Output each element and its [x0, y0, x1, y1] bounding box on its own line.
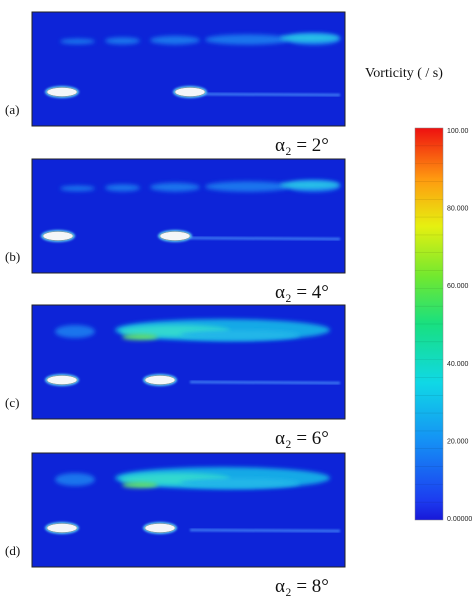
trail	[189, 236, 341, 241]
wake	[55, 325, 95, 338]
airfoil	[144, 375, 176, 385]
airfoil	[46, 87, 78, 97]
airfoil	[144, 523, 176, 533]
panel-caption: α₂ = 2°	[275, 135, 329, 156]
airfoil	[46, 523, 78, 533]
wake-core	[180, 478, 300, 488]
wake	[60, 185, 95, 192]
airfoil	[46, 375, 78, 385]
panel	[31, 452, 346, 568]
airfoil	[174, 87, 206, 97]
panel-caption: α₂ = 8°	[275, 576, 329, 597]
airfoil	[42, 231, 74, 241]
wake	[150, 182, 200, 192]
panel-background	[31, 11, 346, 127]
legend-title: Vorticity ( / s)	[365, 66, 443, 81]
panel	[31, 304, 346, 420]
panel	[31, 11, 346, 127]
panel-label: (d)	[5, 543, 20, 558]
panel-caption: α₂ = 6°	[275, 428, 329, 449]
wake	[150, 35, 200, 45]
colorbar-tick-label: 40.000	[447, 361, 469, 368]
panel-label: (b)	[5, 249, 20, 264]
wake	[55, 473, 95, 486]
wake-core	[122, 482, 158, 488]
wake	[205, 181, 290, 192]
panel-caption: α₂ = 4°	[275, 282, 329, 303]
wake	[205, 34, 290, 45]
trail	[189, 528, 341, 533]
panel-label: (c)	[5, 395, 19, 410]
colorbar	[414, 127, 444, 521]
colorbar-tick-label: 60.000	[447, 283, 469, 290]
wake-core	[180, 330, 300, 340]
panel	[31, 158, 346, 274]
airfoil	[159, 231, 191, 241]
colorbar-tick-label: 0.00000	[447, 516, 472, 523]
panel-label: (a)	[5, 102, 19, 117]
colorbar-tick-label: 20.000	[447, 438, 469, 445]
wake-core	[280, 181, 340, 189]
colorbar-tick-label: 80.000	[447, 206, 469, 213]
trail	[189, 92, 341, 97]
wake	[105, 37, 140, 45]
wake	[60, 38, 95, 45]
wake-core	[122, 334, 158, 340]
colorbar-tick-label: 100.00	[447, 128, 469, 135]
wake	[105, 184, 140, 192]
wake-core	[280, 34, 340, 42]
trail	[189, 380, 341, 385]
panel-background	[31, 158, 346, 274]
